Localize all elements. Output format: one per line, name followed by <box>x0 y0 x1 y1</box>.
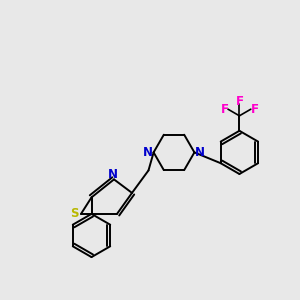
Text: F: F <box>250 103 258 116</box>
Text: F: F <box>220 103 228 116</box>
Text: N: N <box>143 146 153 159</box>
Text: N: N <box>107 167 118 181</box>
Text: S: S <box>70 207 79 220</box>
Text: F: F <box>236 95 243 108</box>
Text: N: N <box>195 146 205 159</box>
